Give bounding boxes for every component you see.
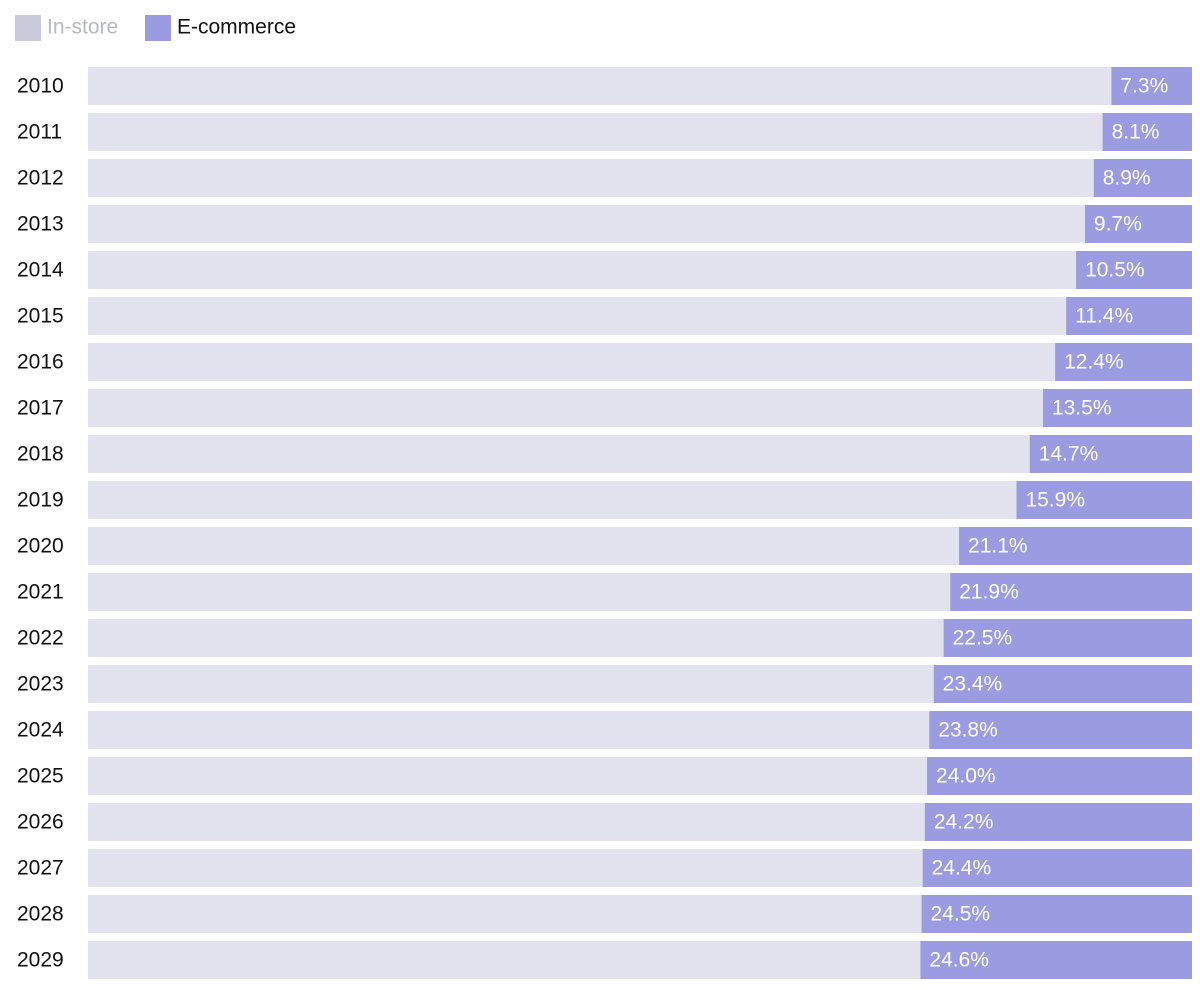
bar-segment xyxy=(88,711,930,749)
value-label: 7.3% xyxy=(1120,75,1168,98)
y-tick-label: 2012 xyxy=(17,167,64,190)
y-tick-label: 2019 xyxy=(17,489,64,512)
bar-segment xyxy=(88,895,922,933)
bar-segment xyxy=(1066,297,1192,335)
value-label: 24.5% xyxy=(931,903,991,926)
value-label: 12.4% xyxy=(1064,351,1124,374)
bar-segment xyxy=(88,159,1094,197)
legend-swatch[interactable] xyxy=(15,15,41,41)
value-label: 11.4% xyxy=(1075,305,1133,328)
y-tick-label: 2025 xyxy=(17,765,64,788)
bar-segment xyxy=(924,803,1192,841)
bar-segment xyxy=(1016,481,1192,519)
y-tick-label: 2021 xyxy=(17,581,64,604)
value-label: 22.5% xyxy=(953,627,1013,650)
y-tick-label: 2010 xyxy=(17,75,64,98)
bar-segment xyxy=(88,297,1067,335)
bar-segment xyxy=(88,849,923,887)
value-label: 8.1% xyxy=(1112,121,1160,144)
bar-segment xyxy=(88,389,1043,427)
legend-swatch[interactable] xyxy=(145,15,171,41)
bar-segment xyxy=(88,67,1112,105)
bar-segment xyxy=(88,435,1030,473)
value-label: 13.5% xyxy=(1052,397,1112,420)
y-tick-label: 2028 xyxy=(17,903,64,926)
bar-segment xyxy=(1076,251,1192,289)
bar-segment xyxy=(959,527,1192,565)
bar-segment xyxy=(88,527,960,565)
value-label: 15.9% xyxy=(1025,489,1085,512)
value-label: 8.9% xyxy=(1103,167,1151,190)
value-label: 21.9% xyxy=(959,581,1019,604)
y-tick-label: 2024 xyxy=(17,719,64,742)
value-label: 23.8% xyxy=(938,719,998,742)
bar-segment xyxy=(88,251,1077,289)
bar-segment xyxy=(943,619,1192,657)
bar-segment xyxy=(1029,435,1192,473)
value-label: 24.2% xyxy=(934,811,994,834)
bar-segment xyxy=(1111,67,1192,105)
bar-segment xyxy=(88,573,951,611)
y-tick-label: 2015 xyxy=(17,305,64,328)
y-tick-label: 2023 xyxy=(17,673,64,696)
y-tick-label: 2029 xyxy=(17,949,64,972)
y-tick-label: 2016 xyxy=(17,351,64,374)
bar-segment xyxy=(88,343,1056,381)
bar-segment xyxy=(1042,389,1192,427)
bar-segment xyxy=(88,205,1085,243)
bar-segment xyxy=(933,665,1192,703)
value-label: 24.6% xyxy=(929,949,989,972)
y-tick-label: 2020 xyxy=(17,535,64,558)
y-tick-label: 2013 xyxy=(17,213,64,236)
value-label: 21.1% xyxy=(968,535,1028,558)
bar-segment xyxy=(922,849,1192,887)
y-tick-label: 2011 xyxy=(17,121,62,144)
bar-segment xyxy=(88,113,1103,151)
value-label: 10.5% xyxy=(1085,259,1145,282)
bar-segment xyxy=(920,941,1192,979)
bar-segment xyxy=(88,941,921,979)
value-label: 23.4% xyxy=(943,673,1003,696)
y-tick-label: 2018 xyxy=(17,443,64,466)
y-tick-label: 2017 xyxy=(17,397,64,420)
value-label: 24.4% xyxy=(932,857,992,880)
y-tick-label: 2027 xyxy=(17,857,64,880)
bar-segment xyxy=(88,665,934,703)
legend-label[interactable]: E-commerce xyxy=(177,16,296,39)
bar-segment xyxy=(927,757,1192,795)
legend-label[interactable]: In-store xyxy=(47,16,118,39)
value-label: 9.7% xyxy=(1094,213,1142,236)
bar-segment xyxy=(1102,113,1192,151)
bar-segment xyxy=(88,619,944,657)
bar-segment xyxy=(1093,159,1192,197)
bar-segment xyxy=(929,711,1192,749)
bar-segment xyxy=(1084,205,1192,243)
bar-segment xyxy=(921,895,1192,933)
y-tick-label: 2014 xyxy=(17,259,64,282)
bar-segment xyxy=(88,803,925,841)
bar-segment xyxy=(88,481,1017,519)
value-label: 14.7% xyxy=(1039,443,1099,466)
bar-segment xyxy=(88,757,928,795)
bar-segment xyxy=(950,573,1192,611)
bar-segment xyxy=(1055,343,1192,381)
y-tick-label: 2022 xyxy=(17,627,64,650)
y-tick-label: 2026 xyxy=(17,811,64,834)
value-label: 24.0% xyxy=(936,765,996,788)
